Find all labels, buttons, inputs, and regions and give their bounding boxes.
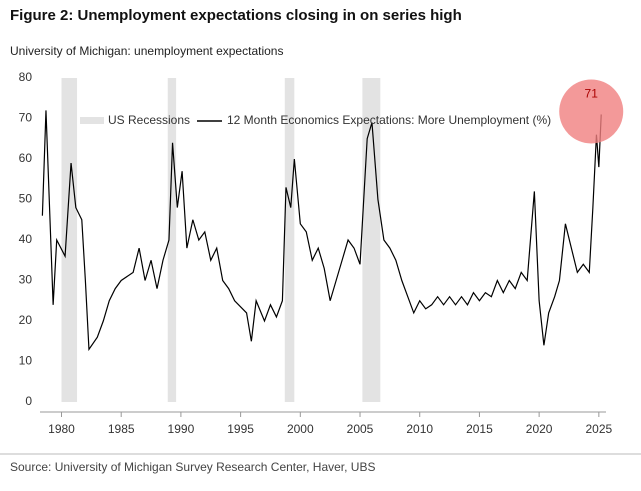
recession-band (362, 78, 381, 402)
line-series (41, 110, 602, 352)
source-note: Source: University of Michigan Survey Re… (10, 460, 375, 474)
y-tick-label: 80 (19, 70, 33, 84)
x-tick-label: 2005 (347, 422, 374, 436)
x-tick-label: 2015 (466, 422, 493, 436)
recession-band (167, 78, 177, 402)
y-tick-label: 30 (19, 273, 33, 287)
legend-label: 12 Month Economics Expectations: More Un… (227, 113, 551, 127)
x-tick-label: 2000 (287, 422, 314, 436)
x-tick-label: 1980 (48, 422, 75, 436)
recession-band (284, 78, 295, 402)
y-tick-label: 50 (19, 192, 33, 206)
y-tick-label: 10 (19, 354, 33, 368)
y-tick-label: 40 (19, 232, 33, 246)
x-tick-label: 1990 (168, 422, 195, 436)
annotation-label: 71 (585, 87, 599, 101)
annotation-circle (559, 79, 624, 144)
y-tick-label: 20 (19, 313, 33, 327)
y-tick-label: 70 (19, 111, 33, 125)
y-tick-label: 60 (19, 151, 33, 165)
x-tick-label: 2020 (526, 422, 553, 436)
chart-title: Figure 2: Unemployment expectations clos… (10, 7, 462, 24)
x-tick-label: 1995 (227, 422, 254, 436)
y-tick-label: 0 (25, 394, 32, 408)
chart-subtitle: University of Michigan: unemployment exp… (10, 44, 283, 58)
x-tick-label: 2025 (585, 422, 612, 436)
recession-band (61, 78, 78, 402)
x-tick-label: 2010 (406, 422, 433, 436)
legend-swatch (80, 117, 104, 124)
x-tick-label: 1985 (108, 422, 135, 436)
legend-label: US Recessions (108, 113, 190, 127)
